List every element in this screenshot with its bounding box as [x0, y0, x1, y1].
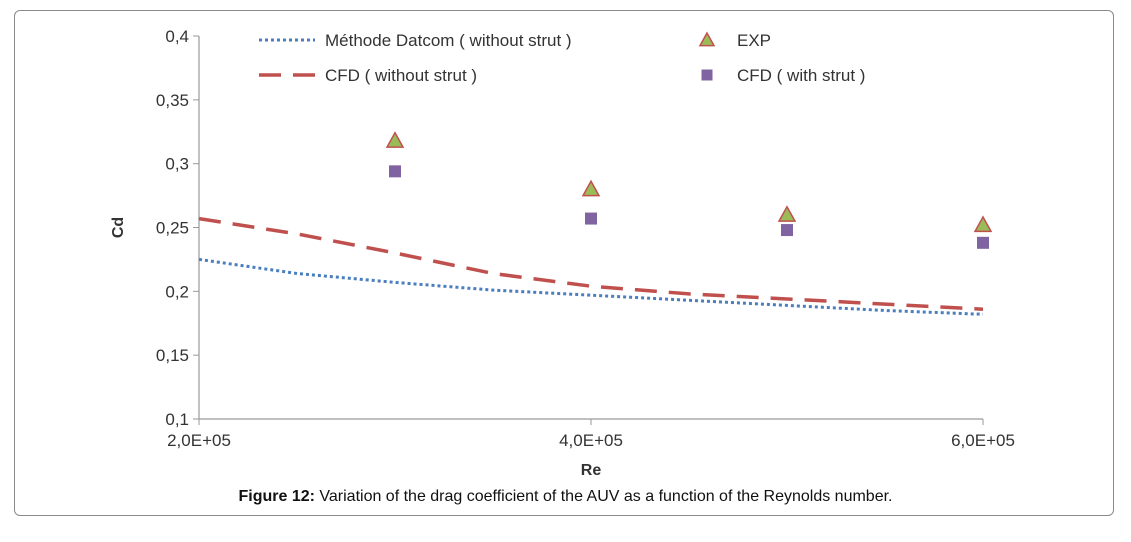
figure-caption: Figure 12: Variation of the drag coeffic… — [0, 488, 1131, 506]
chart-svg: 0,1 0,15 0,2 0,25 0,3 0,35 0,4 2,0E+05 4,0E+05 6,… — [110, 27, 1015, 479]
legend-swatch-triangle — [698, 31, 716, 47]
legend-label: Méthode Datcom ( without strut ) — [325, 31, 572, 50]
chart-area: 0,1 0,15 0,2 0,25 0,3 0,35 0,4 2,0E+05 4,0E+05 6,… — [105, 22, 1025, 484]
cfd-with-strut-point — [585, 212, 597, 225]
y-tick-label: 0,4 — [165, 27, 189, 46]
cfd-with-strut-point — [781, 224, 793, 237]
exp-point — [581, 179, 601, 197]
y-tick-label: 0,15 — [156, 346, 189, 365]
exp-point — [385, 131, 405, 148]
x-tick-label: 2,0E+05 — [167, 431, 231, 450]
caption-label: Figure 12: — [238, 488, 315, 505]
legend-label: CFD ( without strut ) — [325, 66, 477, 85]
x-tick-label: 4,0E+05 — [559, 431, 623, 450]
y-tick-label: 0,25 — [156, 219, 189, 238]
x-axis-label: Re — [581, 462, 602, 479]
cfd-with-strut-point — [977, 236, 989, 249]
y-tick-label: 0,35 — [156, 91, 189, 110]
legend-swatch-square — [701, 69, 713, 81]
series-line-0 — [198, 257, 984, 316]
cfd-with-strut-point — [389, 165, 401, 178]
x-tick-label: 6,0E+05 — [951, 431, 1015, 450]
legend-label: EXP — [737, 31, 771, 50]
exp-point — [973, 215, 993, 233]
caption-text: Variation of the drag coefficient of the… — [314, 488, 893, 505]
y-tick-label: 0,2 — [165, 282, 189, 301]
exp-point — [777, 205, 797, 222]
series-line-1 — [198, 216, 984, 311]
legend-label: CFD ( with strut ) — [737, 66, 865, 85]
y-tick-label: 0,1 — [165, 410, 189, 429]
y-tick-label: 0,3 — [165, 155, 189, 174]
y-axis-label: Cd — [110, 217, 127, 238]
